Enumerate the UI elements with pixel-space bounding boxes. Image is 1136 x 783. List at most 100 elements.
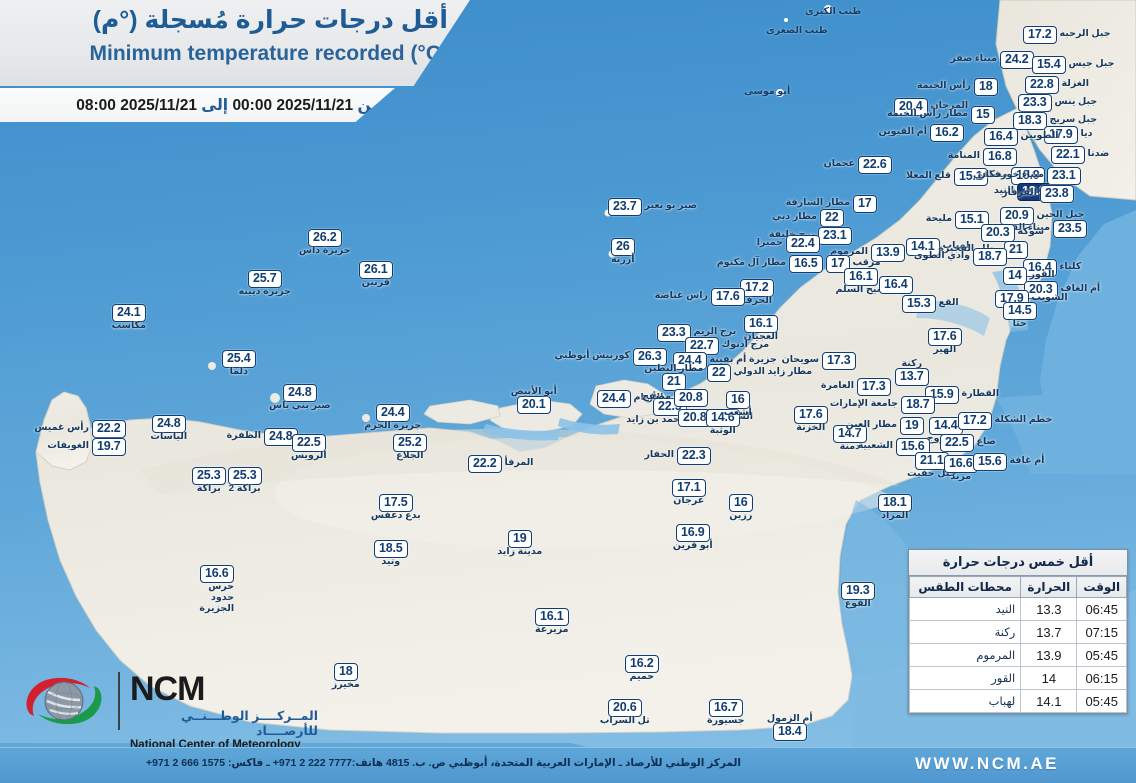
station-label[interactable]: 18 مخيرز [332, 663, 360, 689]
station-label[interactable]: 21 مطار البطين [644, 364, 703, 391]
station-label[interactable]: 24.4 الأريام [597, 390, 663, 408]
station-label[interactable]: 15.9 القطارة [925, 386, 999, 404]
station-label[interactable]: 14.5 حتا [1003, 302, 1037, 328]
station-label[interactable]: 22.3 الحفار [644, 447, 711, 465]
station-label[interactable]: 15.1 قلع المعلا [906, 168, 988, 186]
station-label[interactable]: 15 مطار رأس الخيمة [887, 106, 995, 124]
station-label[interactable]: 22.2 رأس غميس [34, 420, 126, 438]
station-label[interactable]: 14 القور [1003, 267, 1055, 285]
station-label[interactable]: 22.1 ضدنا [1051, 146, 1109, 164]
station-label[interactable]: 16.2 أم القيوين [879, 124, 964, 142]
station-label[interactable]: 16.1 العجيان [743, 315, 778, 341]
station-label[interactable]: 17.3 سويحان [782, 352, 856, 370]
station-label[interactable]: 17.2 الجرف [740, 279, 774, 305]
station-label[interactable]: 18.5 وتيد [374, 540, 408, 566]
station-label[interactable]: 17.1 عرجان [672, 479, 706, 505]
station-label[interactable]: 18 رأس الخيمة [917, 78, 998, 96]
station-label[interactable]: 19 مطار العين [846, 417, 924, 435]
station-label[interactable]: 17.6 الهير [928, 328, 962, 354]
station-label[interactable]: 22.4 جميرا [757, 235, 820, 253]
station-label[interactable]: 16.2 حميم [625, 655, 659, 681]
station-label[interactable]: 15.6 الشعبية [858, 438, 930, 456]
station-label[interactable]: 18.3 جبل سريج [1013, 112, 1097, 130]
station-label[interactable]: 18.4 أم الزمول [767, 714, 813, 741]
station-label[interactable]: 26 أرزنه [611, 238, 635, 264]
station-label[interactable]: 14.7 دمنة [833, 425, 867, 451]
station-label[interactable]: 25.7 جزيرة ديينه [239, 270, 291, 296]
station-label[interactable]: 17 مرقب [826, 255, 881, 273]
station-label[interactable]: 22.2 المرفأ [468, 455, 533, 473]
station-label[interactable]: 23.3 جبل ينس [1018, 94, 1097, 112]
station-label[interactable]: 16.1 مزيرعة [535, 608, 569, 634]
station-label[interactable]: 16.4 [879, 276, 913, 294]
footer-website-url[interactable]: WWW.NCM.AE [915, 754, 1059, 773]
station-label[interactable]: 20.6 تل السراب [600, 699, 650, 725]
station-label[interactable]: 17.5 بدع دعفس [371, 494, 421, 520]
station-label[interactable]: 17 مطار الشارقة [786, 195, 877, 213]
station-label[interactable]: 15.1 مليحة [926, 211, 989, 229]
station-label[interactable]: 24.8 صير بني ياس [269, 384, 331, 410]
station-label[interactable]: 13.9 المرموم [830, 244, 905, 262]
station-label[interactable]: 21 مطار الفجيرة [938, 241, 1028, 259]
station-label[interactable]: 20.3 أم الغاف [1024, 281, 1100, 299]
station-label[interactable]: 24.8 الياسات [150, 415, 187, 441]
station-label[interactable]: 17.6 راس غناضة [655, 288, 745, 306]
station-label[interactable]: 13.7 ركنة [895, 359, 929, 386]
station-label[interactable]: 19 مدينة زايد [497, 530, 542, 556]
station-label[interactable]: 18.1 المراد [878, 494, 912, 520]
station-label[interactable]: 16.6 مزيد [944, 455, 978, 481]
station-label[interactable]: 16.4 كلباء [1023, 259, 1081, 277]
station-label[interactable]: 17.2 جبل الرحبه [1023, 26, 1111, 44]
station-label[interactable]: 24.4 جزيرة أم بفينة [673, 352, 777, 370]
station-label[interactable]: 23.3 برج الريم [657, 324, 736, 342]
station-label[interactable]: 22.7 مرج أدنوك [685, 337, 769, 355]
station-label[interactable]: 16.6 حرس حدود الجزيرة [199, 565, 234, 614]
station-label[interactable]: 22.6 عجمان [824, 156, 892, 174]
station-label[interactable]: 17.6 الخزنة [794, 406, 828, 432]
station-label[interactable]: 25.2 الجلاع [393, 434, 427, 460]
station-label[interactable]: 26.1 قرنين [359, 261, 393, 287]
station-label[interactable]: 23.7 صير بو نعير [608, 198, 697, 216]
station-label[interactable]: 16.4 الطويين [984, 128, 1059, 146]
station-label[interactable]: 26.3 كورنيش أبوظبي [554, 348, 667, 366]
station-label[interactable]: 15.3 القع [902, 295, 959, 313]
station-label[interactable]: 18.7 جامعة الإمارات [830, 396, 935, 414]
station-label[interactable]: 23.1 ميناء خورفكان [978, 167, 1081, 185]
station-label[interactable]: 20.1 أبو الأبيض [511, 387, 557, 414]
station-label[interactable]: 22.8 الغزلة [1025, 76, 1089, 94]
station-label[interactable]: 23.1برج خليفة [769, 227, 852, 245]
station-label[interactable]: 14.6 الوثبة [706, 409, 740, 435]
station-label[interactable]: 20.3 شوكة [981, 224, 1044, 242]
station-label[interactable]: 16 أشعب [724, 391, 752, 417]
station-label[interactable]: 16.8 المنامة [948, 148, 1017, 166]
station-label[interactable]: 22.5 الرويس [291, 434, 327, 460]
station-label[interactable]: 20.4 المرجان [894, 98, 968, 116]
station-label[interactable]: 15.4 جبل جيس [1032, 56, 1115, 74]
station-label[interactable]: 23.8 الفرفار [1002, 185, 1074, 203]
station-label[interactable]: 24.4 جزيرة الحزم [364, 404, 421, 430]
station-label[interactable]: 24.8 الظفرة [227, 428, 298, 446]
station-label[interactable]: 26.2 جزيرة داس [299, 229, 351, 255]
station-label[interactable]: 17.9 ديا [1044, 126, 1093, 144]
station-label[interactable]: 17.3 العامرة [821, 378, 891, 396]
station-label[interactable]: 19.7 الغويفات [47, 438, 126, 456]
station-label[interactable]: 25.4 دلما [222, 350, 256, 376]
station-label[interactable]: 22.5 صاع [940, 434, 996, 452]
station-label[interactable]: 22 مطار زايد الدولي [707, 364, 812, 382]
station-label[interactable]: 15.6 أم غافة [973, 453, 1044, 471]
station-label[interactable]: 20.9 جبل الحين [1000, 207, 1084, 225]
station-label[interactable]: 19.3 القوع [841, 582, 875, 608]
station-label[interactable]: 20.8 مصفح [642, 389, 708, 407]
station-label[interactable]: 22 مطار دبي [772, 209, 844, 227]
station-label[interactable]: 23.5 ميناء الفجيرة [989, 220, 1087, 238]
station-label[interactable]: 24.1 مكاسب [112, 304, 146, 330]
station-label[interactable]: 24.2 ميناء صقر [950, 51, 1034, 69]
station-label[interactable]: 17.2 خطم الشكلة [958, 412, 1052, 430]
station-label[interactable]: 18.7 وادي الطوى [914, 248, 1007, 266]
station-label[interactable]: 16.7 جسيورة [707, 699, 744, 725]
station-label[interactable]: 16.1 سيح السلم [836, 268, 886, 294]
station-label[interactable]: 25.3 براكة [192, 467, 226, 493]
station-label[interactable]: 25.3 براكة 2 [228, 467, 262, 493]
station-label[interactable]: 16 رزين [729, 494, 753, 520]
station-label[interactable]: 16.5 مطار آل مكتوم [717, 255, 823, 273]
